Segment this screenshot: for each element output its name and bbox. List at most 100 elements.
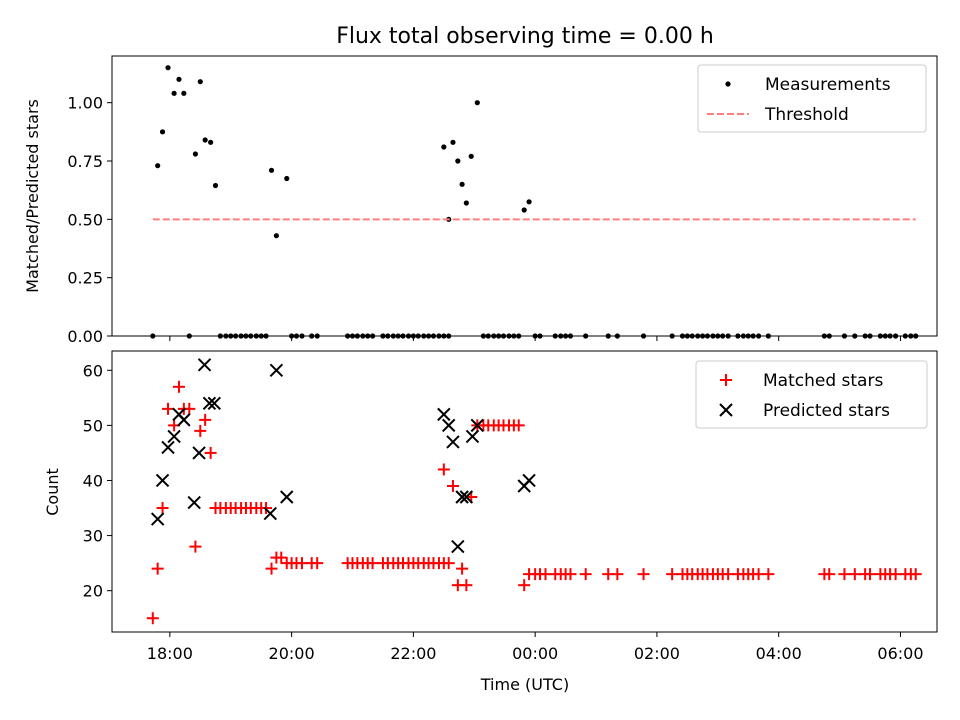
- predicted-star-point: [470, 418, 485, 433]
- measurement-point: [474, 100, 480, 106]
- matched-star-point: [838, 568, 851, 581]
- ratio-legend: Measurements Threshold: [697, 64, 927, 133]
- predicted-star-point: [465, 429, 480, 444]
- matched-star-point: [194, 424, 207, 437]
- predicted-star-point: [207, 396, 221, 411]
- measurement-point: [268, 167, 275, 173]
- matched-star-point: [442, 557, 455, 570]
- predicted-star-point: [437, 407, 451, 422]
- measurement-point: [197, 79, 203, 85]
- matched-star-point: [611, 568, 624, 581]
- measurement-point: [212, 182, 219, 189]
- matched-star-point: [762, 568, 775, 581]
- measurement-point: [165, 65, 171, 71]
- legend-predicted-label: Predicted stars: [763, 401, 890, 421]
- matched-star-point: [823, 568, 836, 581]
- matched-star-point: [564, 568, 577, 581]
- matched-star-point: [265, 562, 278, 575]
- matched-star-point: [864, 568, 877, 581]
- legend-measurements-marker: [725, 81, 731, 87]
- matched-star-point: [311, 557, 324, 570]
- y-tick-label: 0.50: [67, 210, 103, 229]
- y-tick-label: 30: [83, 527, 103, 546]
- predicted-star-point: [263, 506, 278, 521]
- x-tick-label: 18:00: [147, 644, 193, 663]
- measurement-point: [450, 139, 456, 145]
- predicted-star-point: [441, 418, 456, 433]
- matched-star-point: [848, 568, 861, 581]
- matched-star-point: [189, 540, 202, 553]
- matched-star-point: [909, 568, 922, 581]
- y-tick-label: 0.00: [67, 327, 103, 346]
- count-plot-marks: [146, 358, 922, 625]
- y-tick-label: 20: [83, 582, 103, 601]
- ratio-y-ticks: 0.00 0.25 0.50 0.75 1.00: [67, 94, 112, 346]
- x-tick-label: 06:00: [877, 644, 923, 663]
- measurement-point: [192, 151, 199, 157]
- matched-star-point: [146, 612, 159, 625]
- ratio-plot-frame: [111, 55, 938, 337]
- predicted-star-point: [446, 435, 460, 449]
- y-tick-label: 0.75: [67, 152, 103, 171]
- matched-star-point: [456, 562, 469, 575]
- measurement-point: [159, 129, 166, 135]
- predicted-star-point: [455, 490, 469, 504]
- measurement-point: [208, 139, 214, 145]
- predicted-star-point: [202, 396, 217, 411]
- x-axis-label: Time (UTC): [480, 675, 569, 694]
- predicted-star-point: [197, 358, 212, 372]
- matched-star-point: [637, 568, 650, 581]
- legend-threshold-label: Threshold: [764, 105, 849, 125]
- measurement-point: [463, 200, 469, 206]
- predicted-star-point: [192, 446, 206, 460]
- matched-star-point: [666, 568, 679, 581]
- x-tick-label: 22:00: [390, 644, 436, 663]
- matched-star-point: [151, 562, 164, 575]
- predicted-star-point: [269, 363, 284, 377]
- measurement-point: [171, 90, 177, 96]
- measurement-point: [181, 90, 187, 96]
- measurement-point: [284, 175, 290, 182]
- predicted-star-point: [451, 539, 465, 554]
- matched-star-point: [275, 551, 288, 564]
- y-tick-label: 1.00: [67, 94, 103, 113]
- matched-star-point: [446, 479, 459, 492]
- measurement-point: [202, 137, 208, 143]
- predicted-star-point: [155, 473, 170, 488]
- legend-predicted-marker: [719, 403, 733, 417]
- chart-title: Flux total observing time = 0.00 h: [336, 24, 714, 49]
- measurement-point: [526, 199, 532, 205]
- predicted-star-point: [187, 495, 201, 510]
- measurement-point: [521, 207, 527, 213]
- x-tick-label: 02:00: [634, 644, 680, 663]
- count-x-ticks: 18:00 20:00 22:00 00:00 02:00 04:00 06:00: [147, 632, 924, 663]
- matched-star-point: [512, 419, 525, 432]
- ratio-x-ticks: [169, 336, 901, 341]
- legend-matched-label: Matched stars: [763, 371, 883, 391]
- ratio-legend-box: [697, 64, 927, 133]
- y-tick-label: 0.25: [67, 269, 103, 288]
- measurement-point: [441, 144, 447, 150]
- x-tick-label: 04:00: [756, 644, 802, 663]
- legend-matched-marker: [720, 374, 732, 386]
- matched-star-point: [204, 446, 217, 459]
- measurement-point: [176, 76, 182, 82]
- count-legend-box: [695, 360, 928, 429]
- matched-star-point: [162, 402, 175, 415]
- measurement-point: [155, 163, 161, 169]
- count-legend: Matched stars Predicted stars: [695, 360, 928, 429]
- predicted-star-point: [150, 512, 165, 526]
- y-tick-label: 60: [83, 361, 103, 380]
- measurement-point: [273, 233, 279, 239]
- legend-measurements-label: Measurements: [765, 75, 891, 95]
- ratio-panel: Flux total observing time = 0.00 h 0.000…: [23, 24, 938, 346]
- matched-star-point: [199, 413, 212, 426]
- measurement-point: [459, 181, 465, 187]
- x-tick-label: 00:00: [512, 644, 558, 663]
- y-tick-label: 40: [83, 471, 103, 490]
- matched-star-point: [172, 380, 185, 393]
- count-y-axis-label: Count: [43, 468, 62, 516]
- ratio-y-axis-label: Matched/Predicted stars: [23, 99, 42, 293]
- predicted-star-point: [161, 440, 175, 455]
